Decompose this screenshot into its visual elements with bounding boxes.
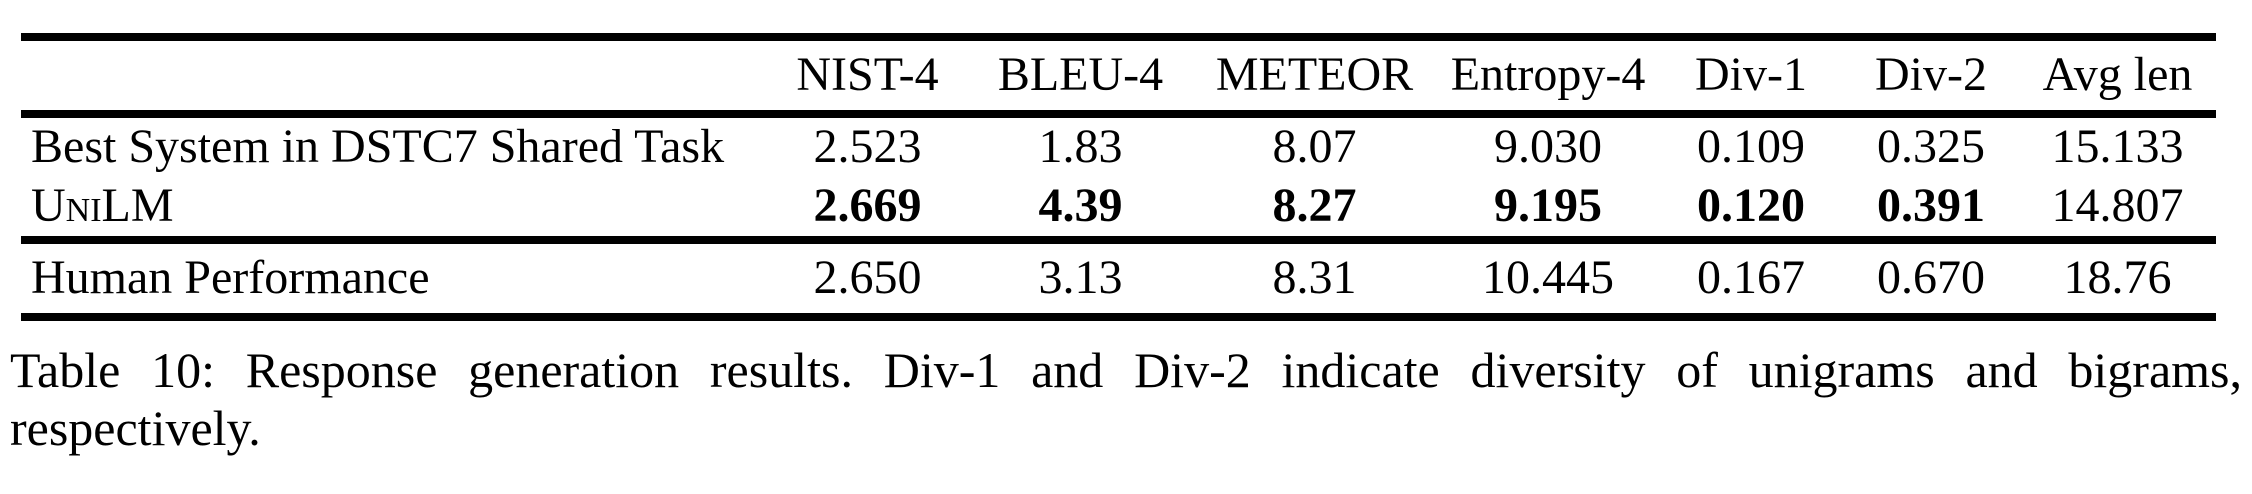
paper-page: NIST-4 BLEU-4 METEOR Entropy-4 Div-1 Div-2 Avg… [0,33,2252,494]
cell-value: 4.39 [1038,179,1123,233]
cell-value: 1.83 [1038,120,1123,174]
column-header: Div-1 [1695,48,1807,102]
cell-value: 9.195 [1494,179,1602,233]
table-row: Best System in DSTC7 Shared Task 2.523 1.8… [21,114,2216,177]
cell-value: 2.523 [813,120,922,174]
column-header: NIST-4 [796,48,939,102]
row-group-b: Human Performance 2.650 3.13 8.31 10.445 0.16… [21,240,2216,317]
cell-value: 9.030 [1494,120,1602,174]
cell-value: 18.76 [2063,251,2172,305]
table-row: Human Performance 2.650 3.13 8.31 10.445 0.16… [21,240,2216,317]
table-row: UniLM 2.669 4.39 8.27 9.195 0.120 0.391 14.807 [21,177,2216,240]
cell-value: 15.133 [2051,120,2184,174]
header-row: NIST-4 BLEU-4 METEOR Entropy-4 Div-1 Div-2 Avg… [21,37,2216,114]
cell-value: 0.120 [1697,179,1805,233]
corner-cell [21,37,766,114]
row-label: UniLM [31,179,174,233]
cell-value: 0.670 [1877,251,1985,305]
cell-value: 14.807 [2051,179,2184,233]
table-caption: Table 10: Response generation results. D… [10,341,2242,457]
column-header: METEOR [1215,48,1414,102]
cell-value: 8.31 [1272,251,1357,305]
cell-value: 0.109 [1697,120,1805,174]
cell-value: 0.325 [1877,120,1985,174]
cell-value: 3.13 [1038,251,1123,305]
cell-value: 8.07 [1272,120,1357,174]
column-header: Div-2 [1875,48,1987,102]
cell-value: 0.391 [1877,179,1985,233]
caption-line-1: Table 10: Response generation results. D… [10,342,2242,398]
results-table: NIST-4 BLEU-4 METEOR Entropy-4 Div-1 Div-2 Avg… [21,33,2216,321]
row-label: Best System in DSTC7 Shared Task [31,120,725,174]
caption-line-2: respectively. [10,400,261,456]
cell-value: 2.669 [813,179,922,233]
row-label: Human Performance [31,251,430,305]
column-header: BLEU-4 [997,48,1164,102]
column-header: Entropy-4 [1450,48,1646,102]
cell-value: 2.650 [813,251,922,305]
cell-value: 8.27 [1272,179,1357,233]
row-group-a: Best System in DSTC7 Shared Task 2.523 1.8… [21,114,2216,240]
cell-value: 10.445 [1482,251,1614,305]
column-header: Avg len [2042,48,2193,102]
cell-value: 0.167 [1697,251,1805,305]
